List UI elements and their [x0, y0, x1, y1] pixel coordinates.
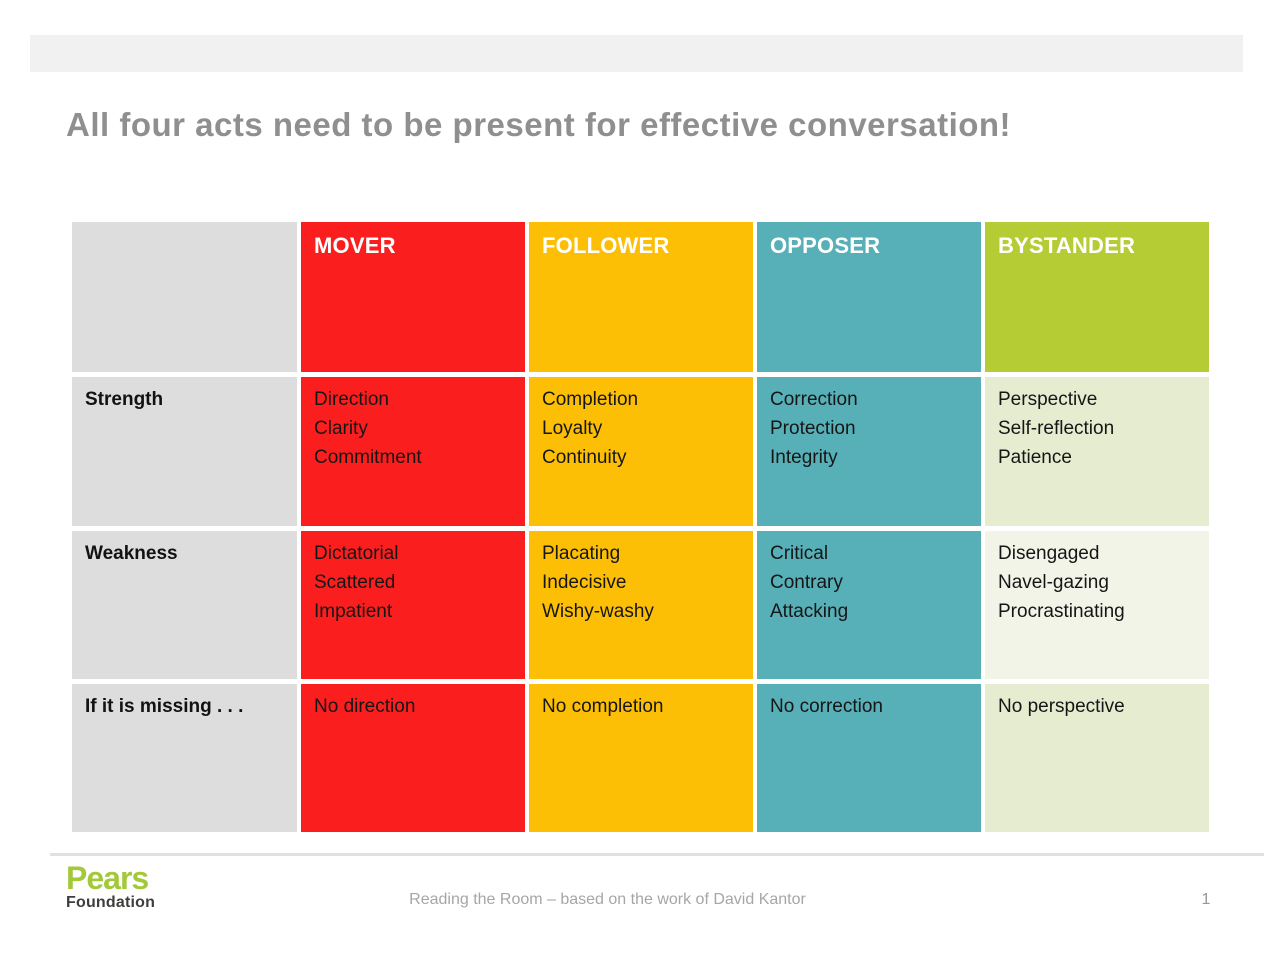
cell-line: Correction	[770, 389, 858, 410]
header-band	[30, 35, 1243, 72]
cell-line: Commitment	[314, 447, 422, 468]
table-cell-missing-follower: No completion	[529, 684, 753, 832]
row-label-strength: Strength	[72, 377, 297, 526]
column-header-opposer: OPPOSER	[757, 222, 981, 372]
cell-line: Scattered	[314, 572, 396, 593]
footer-caption: Reading the Room – based on the work of …	[409, 891, 806, 908]
row-label-weakness: Weakness	[72, 531, 297, 679]
cell-line: Indecisive	[542, 572, 627, 593]
cell-line: No correction	[770, 696, 883, 717]
cell-line: No direction	[314, 696, 416, 717]
cell-line: Clarity	[314, 418, 368, 439]
column-header-bystander: BYSTANDER	[985, 222, 1209, 372]
cell-line: Navel-gazing	[998, 572, 1109, 593]
cell-line: Procrastinating	[998, 601, 1125, 622]
cell-line: Dictatorial	[314, 543, 399, 564]
cell-line: Self-reflection	[998, 418, 1115, 439]
cell-line: No perspective	[998, 696, 1125, 717]
footer-divider	[50, 853, 1264, 856]
table-corner-cell	[72, 222, 297, 372]
slide-title: All four acts need to be present for eff…	[66, 106, 1012, 143]
row-label-if-missing: If it is missing . . .	[72, 684, 297, 832]
cell-line: Perspective	[998, 389, 1098, 410]
cell-line: Direction	[314, 389, 389, 410]
cell-line: Critical	[770, 543, 829, 564]
cell-line: Impatient	[314, 601, 393, 622]
cell-line: Continuity	[542, 447, 627, 468]
table-cell-weakness-follower: Placating Indecisive Wishy-washy	[529, 531, 753, 679]
cell-line: Loyalty	[542, 418, 603, 439]
column-header-mover: MOVER	[301, 222, 525, 372]
table-cell-missing-bystander: No perspective	[985, 684, 1209, 832]
cell-line: Disengaged	[998, 543, 1100, 564]
table-cell-missing-opposer: No correction	[757, 684, 981, 832]
table-cell-weakness-opposer: Critical Contrary Attacking	[757, 531, 981, 679]
page-number: 1	[1201, 891, 1211, 908]
table-cell-strength-bystander: Perspective Self-reflection Patience	[985, 377, 1209, 526]
table-cell-weakness-bystander: Disengaged Navel-gazing Procrastinating	[985, 531, 1209, 679]
cell-line: Completion	[542, 389, 639, 410]
table-cell-weakness-mover: Dictatorial Scattered Impatient	[301, 531, 525, 679]
table-cell-strength-follower: Completion Loyalty Continuity	[529, 377, 753, 526]
logo-wordmark-foundation: Foundation	[66, 894, 156, 911]
cell-line: Protection	[770, 418, 856, 439]
column-header-follower: FOLLOWER	[529, 222, 753, 372]
cell-line: Attacking	[770, 601, 849, 622]
cell-line: Wishy-washy	[542, 601, 654, 622]
cell-line: Integrity	[770, 447, 838, 468]
logo-wordmark-pears: Pears	[66, 860, 149, 896]
table-cell-strength-opposer: Correction Protection Integrity	[757, 377, 981, 526]
cell-line: Placating	[542, 543, 621, 564]
cell-line: No completion	[542, 696, 664, 717]
cell-line: Patience	[998, 447, 1072, 468]
table-cell-strength-mover: Direction Clarity Commitment	[301, 377, 525, 526]
cell-line: Contrary	[770, 572, 843, 593]
pears-foundation-logo: Pears Foundation	[66, 862, 155, 912]
four-player-model-table: MOVER FOLLOWER OPPOSER BYSTANDER Strengt…	[72, 222, 1209, 832]
table-cell-missing-mover: No direction	[301, 684, 525, 832]
